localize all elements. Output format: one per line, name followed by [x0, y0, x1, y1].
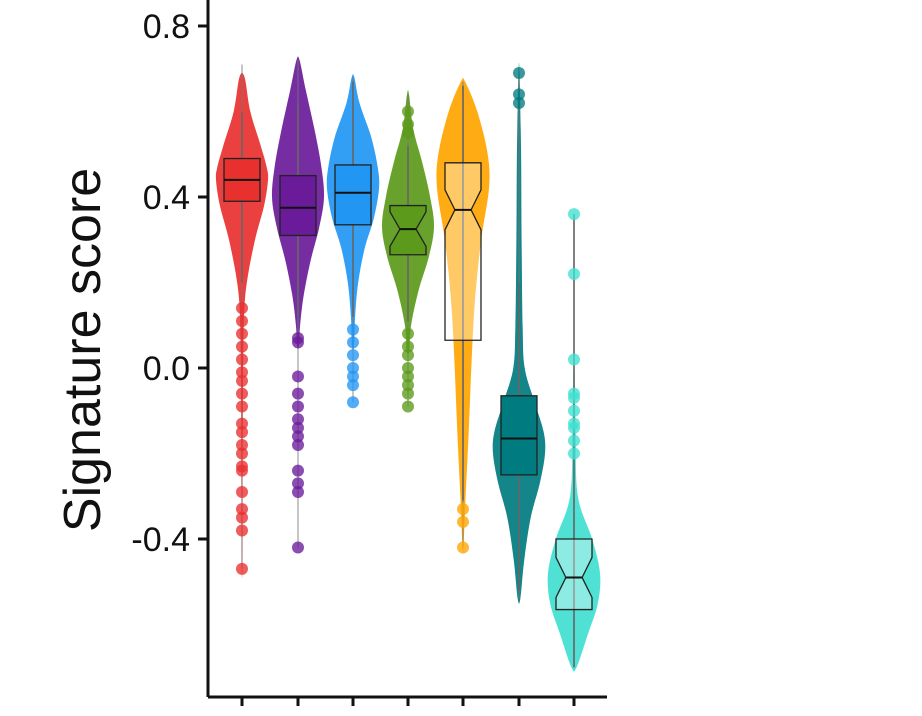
outlier-point — [568, 267, 580, 280]
outlier-point — [347, 379, 359, 392]
outlier-point — [292, 430, 304, 443]
outlier-point — [292, 541, 304, 554]
box — [279, 174, 317, 237]
box — [334, 164, 372, 226]
outlier-point — [236, 314, 248, 327]
x-ticks — [240, 697, 576, 706]
outlier-point — [292, 336, 304, 349]
violin-group — [326, 74, 380, 409]
outlier-point — [402, 126, 414, 139]
outlier-point — [236, 340, 248, 353]
outlier-point — [236, 503, 248, 516]
outlier-point — [347, 349, 359, 362]
outlier-point — [236, 511, 248, 524]
outlier-point — [402, 349, 414, 362]
outlier-point — [457, 541, 469, 554]
y-tick-label: 0.8 — [143, 8, 190, 46]
outlier-point — [402, 118, 414, 131]
outlier-point — [402, 370, 414, 383]
outlier-point — [347, 362, 359, 374]
violin-group — [215, 64, 269, 578]
outlier-point — [402, 327, 414, 340]
outlier-point — [402, 362, 414, 374]
outlier-point — [568, 421, 580, 434]
outlier-point — [292, 485, 304, 498]
outlier-point — [292, 464, 304, 477]
violin-group — [547, 208, 601, 672]
y-tick-label: 0.0 — [143, 350, 190, 388]
outlier-point — [292, 438, 304, 451]
violin-group — [436, 77, 490, 554]
outlier-point — [236, 524, 248, 537]
outlier-point — [568, 391, 580, 404]
outlier-point — [568, 434, 580, 447]
outlier-point — [347, 396, 359, 409]
outlier-point — [292, 421, 304, 434]
outlier-point — [347, 336, 359, 349]
outlier-point — [457, 503, 469, 516]
box — [444, 162, 482, 341]
box — [555, 538, 593, 611]
outlier-point — [236, 426, 248, 439]
axes: 0.8 0.4 0.0 -0.4 Signature score — [54, 0, 607, 706]
box — [500, 395, 538, 476]
outlier-point — [236, 353, 248, 366]
outlier-point — [402, 387, 414, 400]
outlier-point — [236, 438, 248, 451]
plot-area — [215, 56, 601, 672]
outlier-point — [236, 447, 248, 460]
outlier-point — [402, 400, 414, 413]
outlier-point — [292, 400, 304, 413]
y-tick-label: -0.4 — [131, 521, 190, 559]
outlier-point — [236, 327, 248, 340]
box — [389, 204, 427, 256]
outlier-point — [568, 404, 580, 417]
outlier-point — [347, 370, 359, 383]
violin-group — [271, 56, 325, 554]
outlier-point — [513, 88, 525, 101]
outlier-point — [236, 485, 248, 498]
outlier-point — [236, 302, 248, 315]
outlier-point — [513, 67, 525, 80]
outlier-point — [236, 366, 248, 379]
outlier-point — [236, 387, 248, 400]
outlier-point — [568, 447, 580, 460]
violin-group — [381, 90, 435, 413]
outlier-point — [292, 370, 304, 383]
outlier-point — [568, 208, 580, 221]
y-tick-label: 0.4 — [143, 179, 190, 217]
outlier-point — [236, 562, 248, 575]
violin-group — [492, 62, 546, 604]
outlier-point — [236, 400, 248, 413]
outlier-point — [568, 353, 580, 366]
outlier-point — [236, 417, 248, 430]
outlier-point — [292, 413, 304, 426]
y-axis-title: Signature score — [54, 168, 112, 532]
outlier-point — [292, 387, 304, 400]
outlier-point — [402, 105, 414, 118]
outlier-point — [347, 323, 359, 336]
outlier-point — [513, 96, 525, 109]
outlier-point — [292, 477, 304, 490]
outlier-point — [236, 374, 248, 387]
outlier-point — [402, 340, 414, 353]
outlier-point — [236, 464, 248, 477]
outlier-point — [402, 379, 414, 392]
outlier-point — [457, 515, 469, 528]
y-ticks: 0.8 0.4 0.0 -0.4 — [131, 8, 208, 559]
